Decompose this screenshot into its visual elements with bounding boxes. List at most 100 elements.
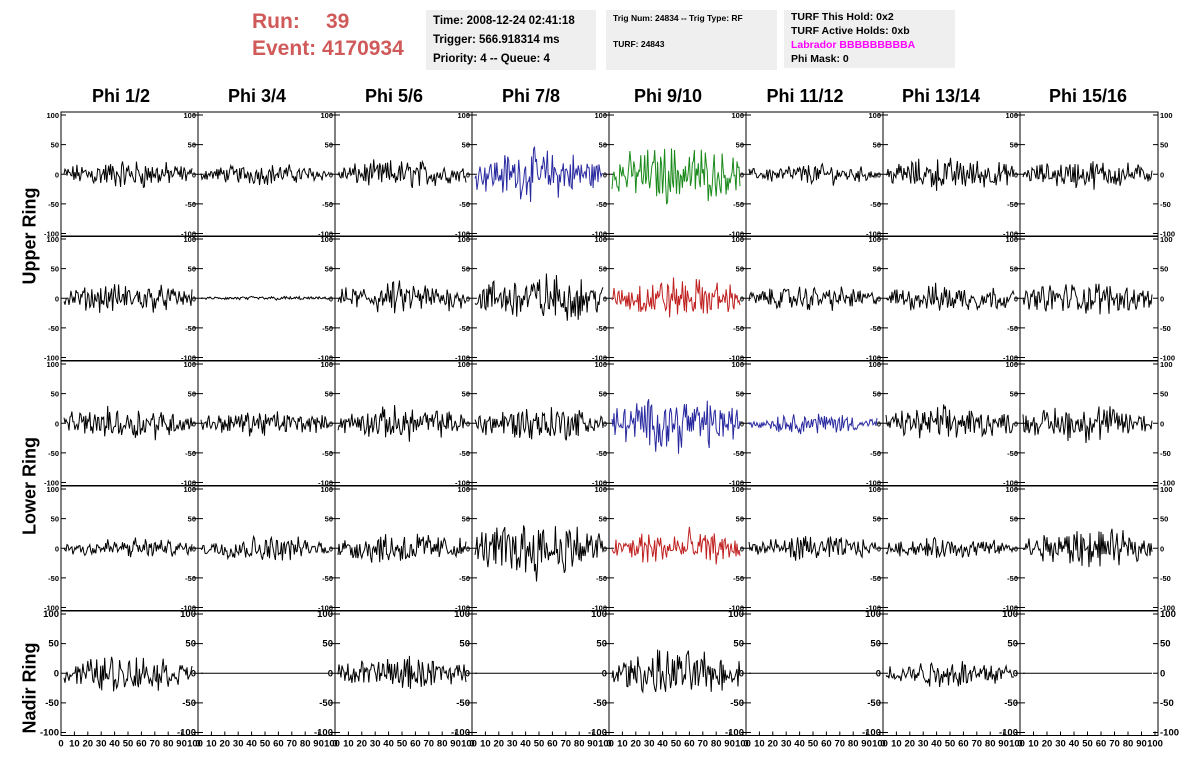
y-tick-label: 100 [731,235,744,244]
y-tick-label: 50 [596,639,607,650]
x-tick-label: 10 [206,739,217,750]
y-tick-label: 0 [1013,668,1018,679]
y-tick-label: -50 [870,574,881,583]
y-tick-label: 100 [180,609,196,620]
run-label: Run: [252,10,300,33]
y-tick-label: -100 [866,230,881,239]
y-tick-label: -100 [1003,230,1018,239]
waveform-trace [200,295,330,301]
y-tick-label: -50 [185,449,196,458]
y-tick-label: -100 [181,354,196,363]
y-tick-label: -50 [459,200,470,209]
x-tick-label: 90 [176,739,187,750]
y-tick-label: -100 [725,728,744,739]
y-tick-label: -50 [45,698,59,709]
x-tick-label: 70 [150,739,161,750]
x-tick-label: 30 [644,739,655,750]
waveform-trace [200,163,330,186]
y-tick-label: -100 [318,604,333,613]
y-tick-label: -100 [44,479,59,488]
x-tick-label: 100 [872,739,888,750]
turf-text: TURF: 24843 [613,39,665,49]
x-tick-label: 10 [617,739,628,750]
x-tick-label: 50 [1082,739,1093,750]
x-tick-label: 100 [187,739,203,750]
y-tick-label: 0 [192,170,196,179]
x-tick-label: 20 [1042,739,1053,750]
y-tick-label: 50 [1010,390,1018,399]
x-tick-label: 50 [534,739,545,750]
y-tick-label: -50 [1160,324,1171,333]
y-tick-label: -50 [596,449,607,458]
y-tick-label: 100 [731,485,744,494]
y-tick-label: 50 [736,515,744,524]
y-tick-label: -100 [1160,354,1175,363]
y-tick-label: 0 [1160,294,1164,303]
y-tick-label: -50 [733,574,744,583]
y-tick-label: -50 [1007,200,1018,209]
phi-mask-text: Phi Mask: 0 [791,53,849,65]
y-tick-label: -100 [592,354,607,363]
y-tick-label: 0 [465,668,470,679]
y-tick-label: 50 [325,141,333,150]
x-tick-label: 60 [958,739,969,750]
y-tick-label: -50 [322,574,333,583]
y-tick-label: 100 [865,609,881,620]
x-tick-label: 90 [450,739,461,750]
column-header-phi-13-14: Phi 13/14 [901,86,981,106]
x-tick-label: 40 [520,739,531,750]
waveform-trace [748,162,878,186]
x-tick-label: 100 [1009,739,1025,750]
y-tick-label: 50 [736,265,744,274]
x-tick-label: 90 [587,739,598,750]
y-tick-label: -100 [181,604,196,613]
y-tick-label: -50 [867,698,881,709]
y-tick-label: 0 [1160,544,1164,553]
y-tick-label: -50 [1160,698,1174,709]
y-tick-label: -50 [1004,698,1018,709]
time-info-box: Time: 2008-12-24 02:41:18 Trigger: 566.9… [426,10,596,70]
x-tick-label: 20 [357,739,368,750]
column-header-phi-11-12: Phi 11/12 [766,86,844,106]
y-tick-label: 100 [1160,485,1173,494]
y-tick-label: -100 [729,354,744,363]
y-tick-label: -100 [318,354,333,363]
y-tick-label: 100 [731,360,744,369]
waveform-trace [1022,283,1153,315]
y-tick-label: 100 [183,235,196,244]
waveform-trace [1022,161,1153,190]
y-tick-label: 100 [1005,360,1018,369]
y-tick-label: 50 [599,265,607,274]
waveform-trace [200,411,330,437]
x-tick-label: 20 [631,739,642,750]
y-tick-label: 100 [457,111,470,120]
y-tick-label: -100 [44,230,59,239]
y-tick-label: 100 [728,609,744,620]
y-tick-label: 50 [462,265,470,274]
y-tick-label: -50 [182,698,196,709]
y-tick-label: 0 [55,170,59,179]
y-tick-label: -100 [44,604,59,613]
x-tick-label: 100 [324,739,340,750]
y-tick-label: -50 [322,324,333,333]
x-tick-label: 20 [494,739,505,750]
y-tick-label: 0 [54,668,59,679]
y-tick-label: 50 [325,390,333,399]
y-tick-label: -50 [459,324,470,333]
y-tick-label: 100 [1005,235,1018,244]
x-tick-label: 60 [684,739,695,750]
y-tick-label: 50 [599,390,607,399]
x-tick-label: 80 [437,739,448,750]
y-tick-label: -50 [322,200,333,209]
y-tick-label: 50 [1160,515,1168,524]
y-tick-label: 100 [457,485,470,494]
trig-num-text: Trig Num: 24834 -- Trig Type: RF [613,13,743,23]
x-tick-label: 50 [671,739,682,750]
y-tick-label: -100 [181,479,196,488]
y-tick-label: 0 [877,419,881,428]
y-tick-label: -50 [48,324,59,333]
x-tick-label: 40 [657,739,668,750]
y-tick-label: 50 [185,639,196,650]
x-tick-label: 40 [931,739,942,750]
y-tick-label: 50 [48,639,59,650]
